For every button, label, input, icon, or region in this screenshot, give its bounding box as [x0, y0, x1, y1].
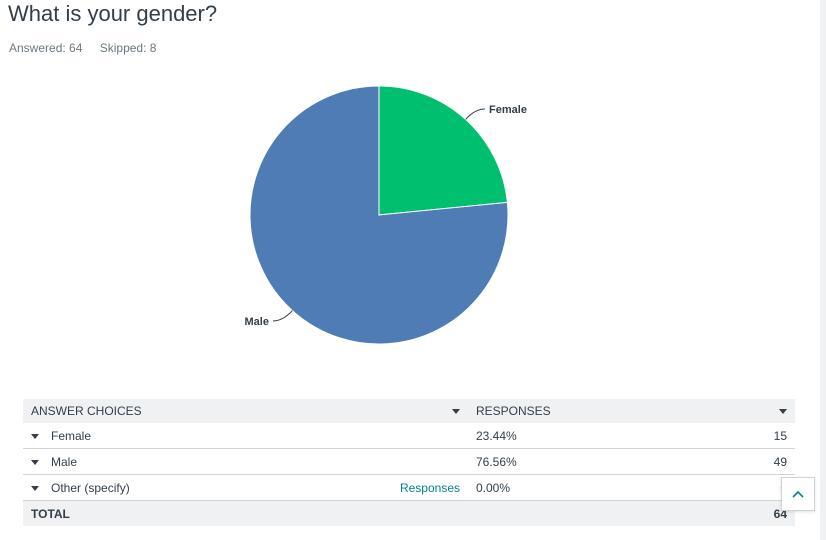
- right-scroll-gutter: [820, 0, 826, 540]
- results-table: ANSWER CHOICES RESPONSES Female: [23, 399, 795, 526]
- total-row: TOTAL 64: [23, 500, 795, 526]
- expand-caret-icon[interactable]: [31, 485, 39, 491]
- choice-label: Other (specify): [51, 480, 130, 495]
- table-row: Male 76.56% 49: [23, 448, 795, 475]
- percent-cell: 76.56%: [468, 448, 744, 475]
- choice-cell: Other (specify) Responses: [23, 474, 468, 501]
- choice-label: Female: [51, 428, 92, 443]
- table-header-row: ANSWER CHOICES RESPONSES: [23, 399, 795, 423]
- responses-link[interactable]: Responses: [399, 480, 460, 495]
- choice-cell: Female: [23, 423, 468, 449]
- chevron-up-icon: [792, 490, 804, 498]
- sort-caret-down-icon[interactable]: [452, 408, 460, 414]
- pie-chart: Female Male: [244, 85, 527, 345]
- choice-cell: Male: [23, 448, 468, 475]
- count-cell: 49: [744, 448, 795, 475]
- scroll-to-top-button[interactable]: [781, 477, 815, 511]
- sort-caret-down-icon[interactable]: [779, 408, 787, 414]
- pie-label-female: Female: [489, 104, 527, 116]
- expand-caret-icon[interactable]: [31, 459, 39, 465]
- answer-choices-header-label: ANSWER CHOICES: [31, 404, 142, 418]
- response-stats: Answered: 64 Skipped: 8: [9, 41, 170, 55]
- choice-label: Male: [51, 454, 78, 469]
- answer-choices-header[interactable]: ANSWER CHOICES: [23, 399, 468, 423]
- skipped-count: Skipped: 8: [99, 41, 157, 55]
- count-cell: 15: [744, 423, 795, 449]
- responses-header[interactable]: RESPONSES: [468, 399, 795, 423]
- table-row: Female 23.44% 15: [23, 423, 795, 449]
- label-leader-line: [465, 108, 486, 120]
- answered-count: Answered: 64: [9, 41, 83, 55]
- pie-label-male: Male: [244, 316, 268, 328]
- expand-caret-icon[interactable]: [31, 433, 39, 439]
- label-leader-line: [272, 310, 293, 322]
- total-spacer: [468, 500, 744, 526]
- percent-cell: 0.00%: [468, 474, 744, 501]
- question-title: What is your gender?: [8, 1, 218, 26]
- table-row: Other (specify) Responses 0.00% 0: [23, 474, 795, 501]
- percent-cell: 23.44%: [468, 423, 744, 449]
- pie-slice-male[interactable]: [249, 85, 509, 345]
- pie-slice-female[interactable]: [378, 85, 508, 216]
- total-label: TOTAL: [23, 500, 468, 526]
- responses-header-label: RESPONSES: [476, 404, 551, 418]
